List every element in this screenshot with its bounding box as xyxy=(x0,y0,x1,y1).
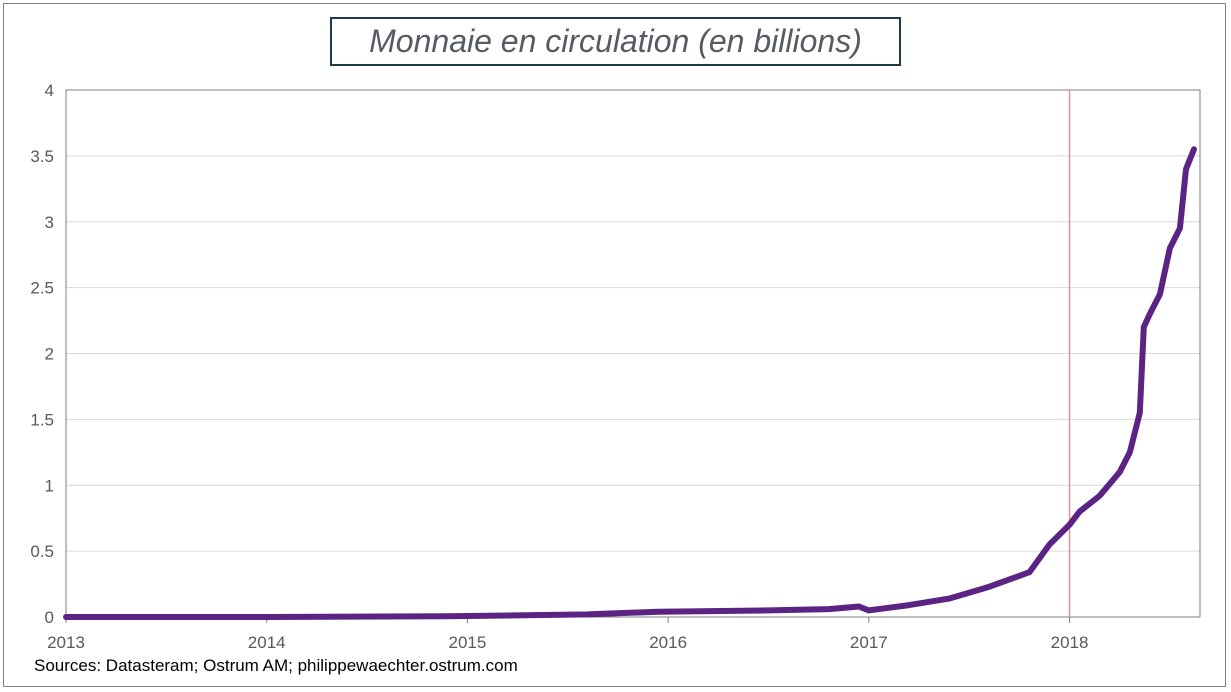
x-tick-label: 2014 xyxy=(248,633,286,652)
series-line xyxy=(63,146,1197,620)
y-tick-label: 0 xyxy=(45,608,54,627)
y-tick-label: 4 xyxy=(45,81,54,100)
x-tick-label: 2018 xyxy=(1051,633,1089,652)
chart-title-box: Monnaie en circulation (en billions) xyxy=(330,17,901,66)
x-tick-label: 2013 xyxy=(47,633,85,652)
x-tick-label: 2017 xyxy=(850,633,888,652)
y-tick-label: 1.5 xyxy=(30,410,54,429)
y-tick-label: 3 xyxy=(45,213,54,232)
source-note: Sources: Datasteram; Ostrum AM; philippe… xyxy=(34,656,518,675)
y-tick-label: 3.5 xyxy=(30,147,54,166)
y-tick-label: 2 xyxy=(45,345,54,364)
y-tick-label: 2.5 xyxy=(30,279,54,298)
chart-title: Monnaie en circulation (en billions) xyxy=(369,23,862,59)
y-tick-label: 1 xyxy=(45,476,54,495)
x-tick-label: 2015 xyxy=(449,633,487,652)
y-tick-label: 0.5 xyxy=(30,542,54,561)
x-tick-label: 2016 xyxy=(649,633,687,652)
plot-area xyxy=(65,89,1201,618)
